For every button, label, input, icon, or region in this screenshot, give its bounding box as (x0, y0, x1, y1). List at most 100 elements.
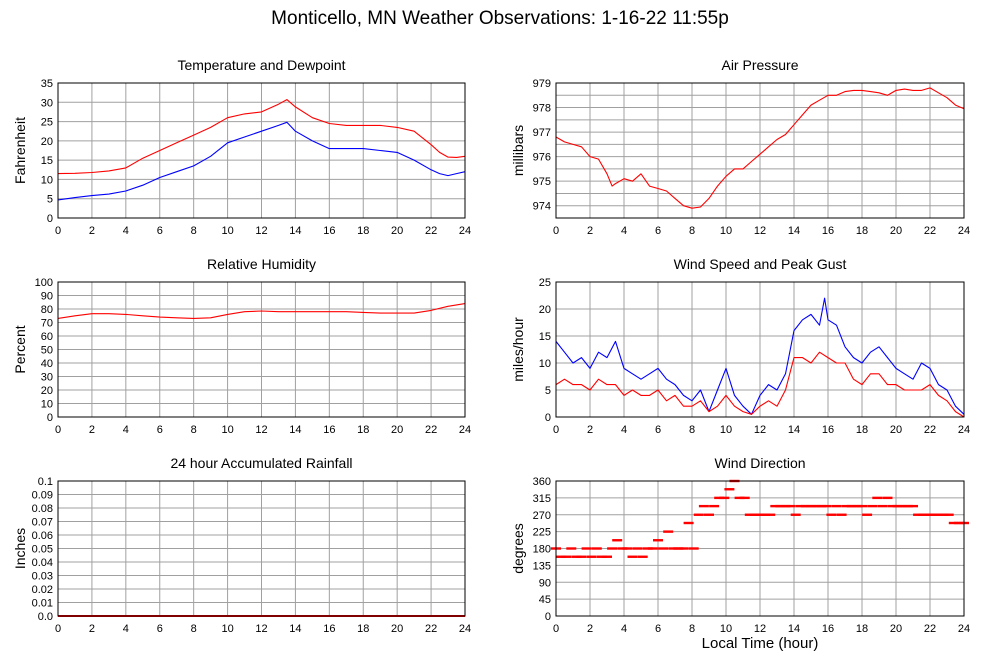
data-point (948, 521, 959, 525)
y-tick-label: 100 (35, 277, 53, 289)
data-point (913, 513, 924, 516)
y-tick-label: 270 (533, 510, 551, 522)
data-point (811, 504, 822, 508)
x-tick-label: 16 (822, 424, 834, 436)
x-tick-label: 4 (621, 225, 627, 237)
data-point (821, 504, 832, 508)
x-tick-label: 0 (553, 424, 559, 436)
y-tick-label: 60 (41, 331, 53, 343)
plot-frame (555, 480, 965, 617)
data-point (688, 547, 699, 550)
data-point (882, 496, 893, 500)
y-tick-label: 360 (533, 476, 551, 488)
x-tick-label: 14 (289, 623, 301, 635)
x-tick-label: 2 (587, 623, 593, 635)
x-tick-label: 10 (221, 225, 233, 237)
x-tick-label: 4 (621, 424, 627, 436)
x-tick-label: 14 (788, 623, 800, 635)
x-tick-label: 12 (255, 424, 267, 436)
x-tick-label: 8 (191, 225, 197, 237)
x-tick-label: 14 (289, 225, 301, 237)
x-tick-label: 22 (924, 225, 936, 237)
data-point (841, 504, 852, 508)
x-tick-label: 2 (89, 623, 95, 635)
data-point (790, 513, 801, 516)
y-tick-label: 976 (533, 152, 551, 164)
data-point (622, 547, 633, 550)
data-point (749, 513, 760, 516)
data-point (760, 513, 771, 516)
data-point (872, 496, 883, 500)
y-tick-label: 975 (533, 176, 551, 188)
data-point (800, 504, 811, 508)
x-tick-label: 22 (425, 623, 437, 635)
y-tick-label: 978 (533, 103, 551, 115)
x-tick-label: 16 (323, 424, 335, 436)
x-tick-label: 18 (856, 225, 868, 237)
y-tick-label: 180 (533, 544, 551, 556)
x-tick-label: 0 (553, 623, 559, 635)
y-tick-label: 10 (41, 399, 53, 411)
data-point (795, 504, 806, 508)
data-point (734, 496, 745, 500)
x-tick-label: 2 (89, 225, 95, 237)
x-tick-label: 20 (391, 623, 403, 635)
series-line-1 (57, 303, 466, 319)
data-point (693, 513, 704, 516)
data-point (918, 513, 929, 516)
data-point (857, 504, 867, 508)
x-tick-label: 8 (191, 424, 197, 436)
x-tick-label: 22 (924, 424, 936, 436)
x-tick-label: 4 (123, 623, 129, 635)
data-point (755, 513, 765, 516)
data-point (668, 547, 679, 550)
y-tick-label: 0 (545, 412, 551, 424)
y-tick-label: 10 (41, 174, 53, 186)
x-tick-label: 12 (754, 623, 766, 635)
data-point (816, 504, 827, 508)
data-point (826, 513, 837, 516)
data-point (602, 555, 612, 558)
y-tick-label: 20 (41, 136, 53, 148)
data-point (953, 521, 964, 525)
data-point (596, 555, 607, 558)
data-point (770, 504, 781, 508)
x-tick-label: 10 (221, 424, 233, 436)
data-point (765, 513, 776, 516)
plot-frame (57, 82, 466, 219)
x-tick-label: 10 (720, 424, 732, 436)
chart-title: Wind Direction (714, 455, 805, 471)
x-tick-label: 18 (856, 424, 868, 436)
data-point (632, 547, 643, 550)
y-axis-label: degrees (510, 523, 526, 574)
data-point (851, 504, 862, 508)
x-tick-label: 14 (289, 424, 301, 436)
y-tick-label: 135 (533, 560, 551, 572)
plot-frame (555, 281, 965, 418)
data-point (892, 504, 903, 508)
series-line-1 (57, 99, 466, 175)
x-tick-label: 14 (788, 225, 800, 237)
x-tick-label: 4 (123, 424, 129, 436)
data-point (591, 547, 602, 550)
x-tick-label: 18 (856, 623, 868, 635)
y-tick-label: 0.04 (32, 557, 53, 569)
x-tick-label: 24 (958, 424, 970, 436)
data-point (836, 513, 847, 516)
y-tick-label: 15 (41, 155, 53, 167)
x-tick-label: 24 (459, 225, 471, 237)
y-tick-label: 974 (533, 201, 551, 213)
y-tick-label: 0.03 (32, 571, 53, 583)
data-point (887, 504, 898, 508)
y-tick-label: 0.08 (32, 503, 53, 515)
data-point (862, 513, 873, 516)
y-tick-label: 0 (47, 213, 53, 225)
x-tick-label: 8 (689, 424, 695, 436)
data-point (709, 504, 720, 508)
y-tick-label: 0 (545, 611, 551, 623)
data-point (897, 504, 908, 508)
data-point (739, 496, 750, 500)
x-axis-label: Local Time (hour) (701, 635, 819, 652)
data-point (780, 504, 791, 508)
